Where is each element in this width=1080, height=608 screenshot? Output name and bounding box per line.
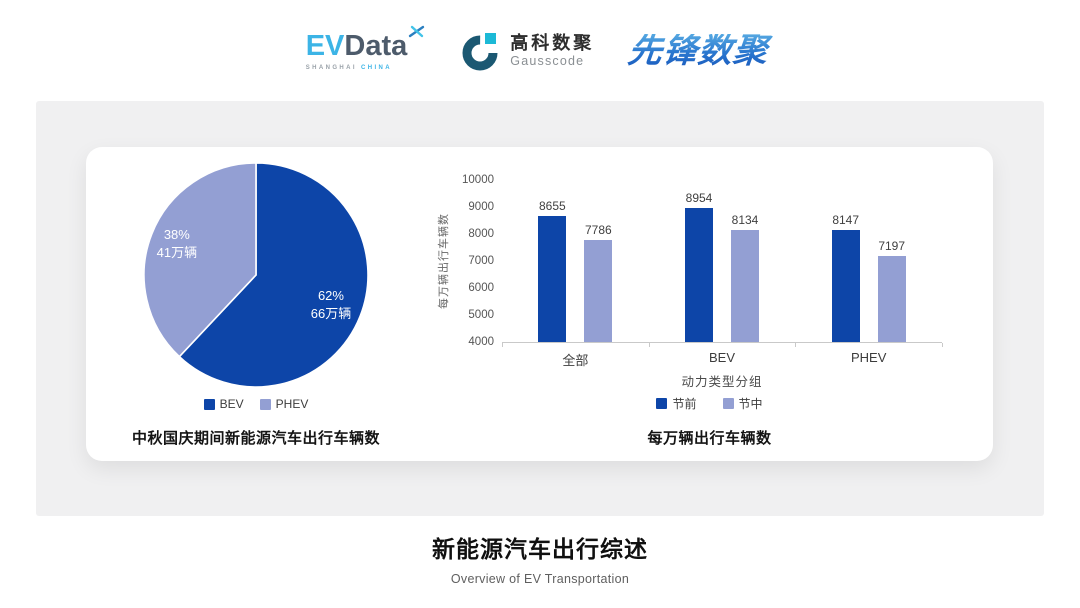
y-tick-label: 9000 [468, 201, 494, 213]
evdata-wordmark: EV Data [305, 25, 427, 62]
bar-BEV-节前: 8954 [685, 191, 713, 342]
pie-chart: 62% 66万辆 38% 41万辆 [141, 160, 371, 390]
bar-plot-area: 8655 7786 8954 8134 8147 7197 [502, 180, 943, 347]
pie-legend: BEV PHEV [86, 397, 426, 411]
evdata-china-text: CHINA [361, 64, 392, 71]
bar-value-label: 7786 [584, 222, 612, 237]
evdata-ev-text: EV [305, 29, 345, 62]
gausscode-logo: 高科数聚 Gausscode [460, 29, 594, 73]
gausscode-en-text: Gausscode [510, 53, 585, 68]
legend-swatch-icon [722, 398, 734, 409]
legend-swatch-icon [203, 398, 215, 410]
x-axis-tick [648, 343, 650, 347]
y-tick-label: 8000 [468, 228, 494, 240]
evdata-shanghai-text: SHANGHAI [305, 64, 357, 71]
bar-BEV-节中: 8134 [731, 213, 759, 342]
pie-chart-section: 62% 66万辆 38% 41万辆 BEV PHEV 中秋国庆期间新能源汽车出行车辆数 [86, 147, 426, 461]
y-tick-label: 10000 [462, 174, 494, 186]
bar-chart-title: 每万辆出行车辆数 [647, 430, 772, 447]
bar-legend-item-节前: 节前 [656, 395, 697, 412]
bar-value-label: 8655 [538, 199, 566, 214]
legend-swatch-icon [656, 398, 668, 409]
bar-x-axis-title: 动力类型分组 [681, 375, 763, 389]
bar-legend-item-节中: 节中 [722, 395, 763, 412]
bar-y-ticks: 10000 9000 8000 7000 6000 5000 4000 [450, 174, 494, 347]
x-axis-tick [942, 343, 943, 347]
bar-y-axis-title-text: 每万辆出行车辆数 [438, 213, 450, 309]
pie-slice-label-bev: 62% 66万辆 [310, 287, 352, 321]
header-logos: EV Data SHANGHAI CHINA 高科数聚 Gausscode 先锋… [0, 14, 1080, 88]
charts-card: 62% 66万辆 38% 41万辆 BEV PHEV 中秋国庆期间新能源汽车出行车辆数 … [86, 147, 993, 461]
x-axis-tick [502, 343, 503, 347]
legend-label: 节前 [672, 397, 697, 411]
xianfeng-logo: 先锋数聚 [626, 32, 776, 70]
y-tick-label: 6000 [468, 282, 494, 294]
y-tick-label: 7000 [468, 255, 494, 267]
pie-svg [143, 162, 369, 388]
x-category-label-BEV: BEV [709, 350, 736, 365]
pie-legend-item-bev: BEV [203, 397, 244, 411]
legend-label: 节中 [738, 397, 763, 411]
bar-value-label: 8147 [832, 213, 860, 227]
legend-swatch-icon [259, 398, 271, 410]
bar-legend: 节前 节中 [426, 395, 993, 412]
x-category-label-全部: 全部 [562, 353, 589, 368]
bar-group-全部: 8655 7786 [502, 180, 649, 342]
legend-label: BEV [219, 397, 244, 411]
bar-PHEV-节中: 7197 [877, 239, 906, 342]
pie-slice-label-phev: 38% 41万辆 [156, 226, 198, 260]
page-footer: 新能源汽车出行综述 Overview of EV Transportation [0, 530, 1080, 586]
gausscode-cn-text: 高科数聚 [510, 32, 595, 53]
evdata-data-text: Data [344, 29, 408, 62]
pie-slice-bev [178, 162, 369, 388]
bar-全部-节前: 8655 [538, 199, 567, 342]
pie-legend-item-phev: PHEV [259, 397, 309, 411]
bar-chart-section: 每万辆出行车辆数 10000 9000 8000 7000 6000 5000 4000 8… [426, 147, 993, 461]
y-tick-label: 5000 [468, 309, 494, 321]
evdata-logo: EV Data SHANGHAI CHINA [305, 25, 427, 71]
gausscode-wordmark: 高科数聚 Gausscode [510, 32, 595, 69]
page-subtitle: Overview of EV Transportation [450, 572, 630, 586]
y-tick-label: 4000 [468, 336, 494, 348]
x-axis-tick [795, 343, 797, 347]
pie-chart-title: 中秋国庆期间新能源汽车出行车辆数 [131, 430, 380, 447]
x-category-label-PHEV: PHEV [850, 350, 887, 365]
evdata-subtitle: SHANGHAI CHINA [306, 65, 392, 71]
bar-PHEV-节前: 8147 [831, 213, 860, 342]
bar-全部-节中: 7786 [584, 223, 613, 342]
page-title: 新能源汽车出行综述 [432, 536, 648, 562]
bar-group-BEV: 8954 8134 [649, 180, 796, 342]
legend-label: PHEV [275, 397, 309, 411]
pie-slice-phev [143, 162, 257, 358]
bar-value-label: 7197 [878, 238, 906, 253]
bar-group-PHEV: 8147 7197 [795, 180, 942, 342]
bar-value-label: 8134 [731, 213, 759, 228]
bar-value-label: 8954 [685, 191, 713, 206]
gausscode-g-icon [462, 33, 498, 71]
bar-x-categories: 全部 BEV PHEV [502, 350, 942, 369]
evdata-x-mark-icon [409, 25, 425, 37]
gray-panel: 62% 66万辆 38% 41万辆 BEV PHEV 中秋国庆期间新能源汽车出行车辆数 … [36, 101, 1044, 516]
